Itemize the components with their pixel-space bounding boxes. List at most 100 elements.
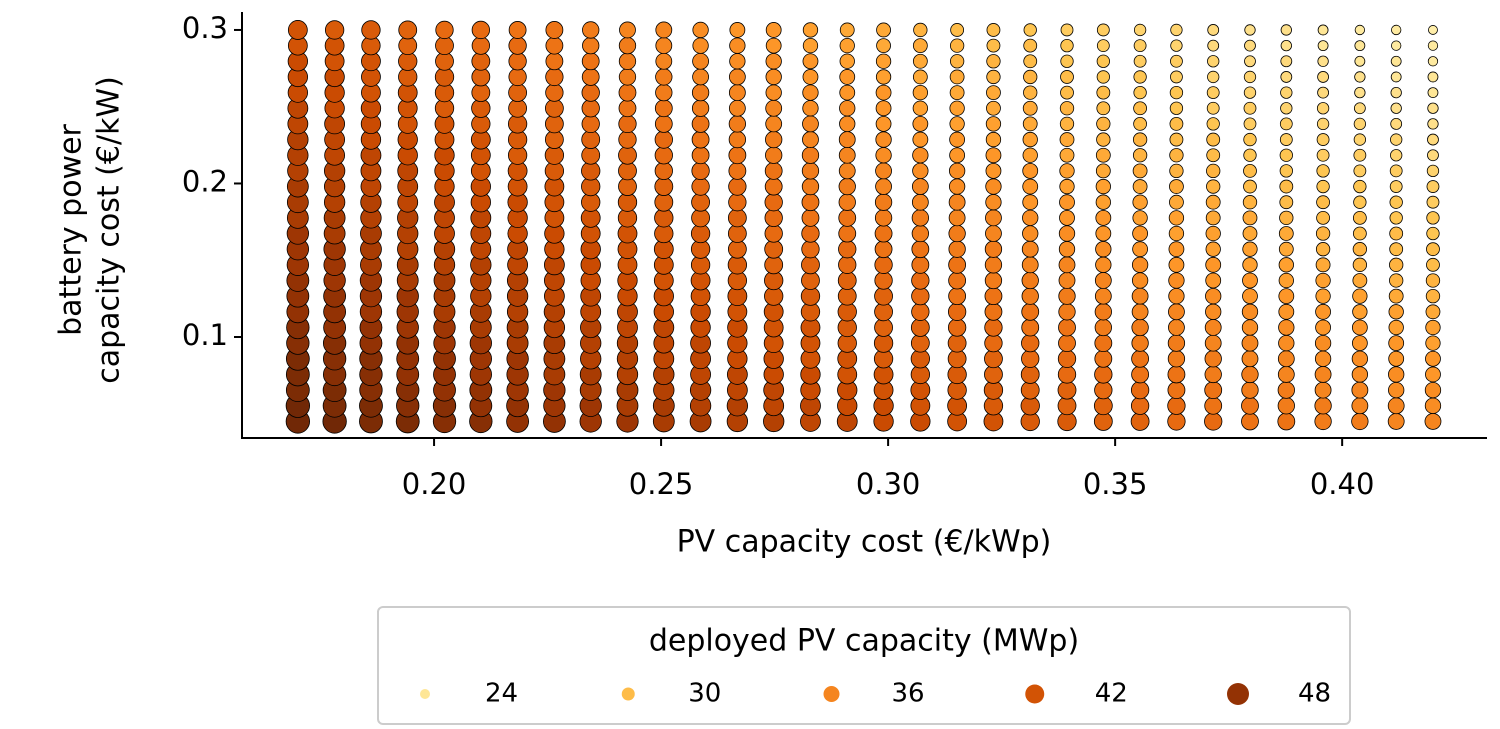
point — [1131, 287, 1149, 305]
point — [1388, 288, 1404, 304]
point — [1351, 335, 1368, 352]
point — [1242, 210, 1258, 226]
point — [839, 100, 856, 117]
point — [948, 271, 967, 290]
point — [1278, 319, 1295, 336]
point — [1279, 133, 1293, 146]
point — [1315, 303, 1331, 320]
point — [912, 162, 929, 180]
y-tick-label: 0.2 — [182, 164, 228, 198]
point — [911, 240, 930, 259]
point — [985, 194, 1002, 211]
point — [1314, 412, 1332, 431]
point — [874, 193, 893, 211]
point — [1389, 242, 1404, 257]
point — [1352, 210, 1367, 225]
point — [985, 209, 1002, 227]
point — [1351, 381, 1369, 399]
legend-box — [377, 606, 1351, 725]
legend-label: 42 — [1095, 679, 1128, 709]
point — [398, 20, 418, 40]
point — [1170, 54, 1183, 68]
point — [801, 162, 820, 180]
point — [1424, 397, 1442, 414]
point — [911, 287, 930, 306]
point — [1021, 287, 1039, 305]
point — [1351, 366, 1369, 383]
point — [1207, 24, 1220, 36]
point — [1317, 86, 1329, 99]
point — [765, 130, 783, 149]
point — [1316, 179, 1330, 194]
point — [1023, 23, 1037, 37]
point — [1280, 24, 1292, 36]
point — [948, 287, 967, 306]
point — [1425, 366, 1441, 383]
point — [1132, 179, 1148, 194]
point — [654, 130, 673, 149]
point — [1243, 163, 1257, 178]
point — [984, 240, 1003, 258]
point — [728, 68, 746, 86]
point — [839, 84, 856, 101]
point — [729, 37, 746, 54]
point — [361, 20, 381, 40]
legend-title: deployed PV capacity (MWp) — [649, 624, 1079, 659]
point — [1389, 273, 1404, 288]
point — [1391, 40, 1402, 51]
point — [1390, 86, 1402, 99]
point — [1317, 40, 1329, 52]
point — [1425, 335, 1441, 351]
point — [838, 146, 856, 164]
point — [1315, 272, 1331, 289]
point — [984, 318, 1003, 337]
point — [691, 99, 710, 117]
point — [1279, 148, 1293, 162]
point — [728, 115, 747, 133]
point — [1206, 132, 1221, 147]
point — [765, 37, 782, 54]
point — [1425, 304, 1441, 320]
point — [1243, 179, 1257, 194]
point — [728, 193, 747, 212]
point — [1095, 163, 1111, 179]
point — [728, 84, 746, 101]
point — [912, 53, 928, 69]
point — [838, 162, 856, 180]
point — [1206, 101, 1220, 115]
point — [1424, 413, 1442, 430]
point — [1389, 226, 1404, 241]
point — [1168, 303, 1185, 321]
point — [691, 115, 710, 133]
point — [1020, 365, 1040, 384]
point — [508, 52, 527, 71]
point — [1023, 69, 1038, 85]
point — [1425, 273, 1441, 288]
point — [1427, 87, 1439, 98]
point — [1391, 24, 1402, 36]
point — [1353, 117, 1367, 131]
point — [985, 162, 1002, 179]
point — [545, 36, 564, 55]
point — [1426, 242, 1440, 257]
point — [1427, 40, 1439, 51]
point — [435, 36, 454, 56]
point — [287, 20, 308, 40]
point — [1316, 195, 1330, 210]
point — [1241, 303, 1259, 320]
point — [1389, 195, 1403, 209]
point — [1205, 288, 1222, 305]
point — [986, 54, 1001, 69]
point — [691, 83, 710, 102]
point — [1387, 413, 1405, 430]
point — [1131, 256, 1149, 273]
point — [876, 38, 891, 54]
point — [471, 51, 491, 71]
point — [1021, 333, 1040, 353]
y-tick-label: 0.3 — [182, 11, 228, 45]
legend-label: 48 — [1298, 679, 1331, 709]
point — [1094, 287, 1112, 305]
point — [1023, 54, 1038, 69]
point — [765, 115, 783, 133]
